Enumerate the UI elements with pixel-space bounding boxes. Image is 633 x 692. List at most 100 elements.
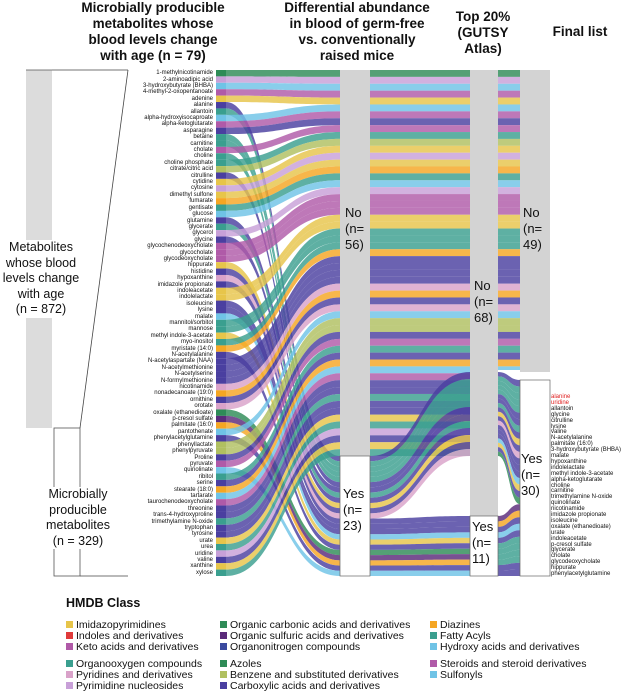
metabolite-label: pantothenate — [177, 428, 213, 435]
final-metabolite-label: indolelactate — [551, 464, 585, 471]
metabolite-swatch — [216, 358, 226, 365]
metabolite-label: alpha-hydroxyisocaproate — [144, 115, 213, 122]
legend-label: Pyrimidine nucleosides — [76, 680, 184, 692]
metabolite-swatch — [216, 249, 226, 256]
metabolite-swatch — [216, 537, 226, 544]
flow-band — [226, 428, 340, 557]
metabolite-label: imidazole propionate — [157, 281, 213, 288]
legend-swatch — [220, 660, 227, 667]
legend-swatch — [220, 671, 227, 678]
metabolite-swatch — [216, 569, 226, 576]
legend-item: Organic sulfuric acids and derivatives — [220, 631, 404, 642]
flow-band — [226, 283, 340, 391]
legend-item: Pyrimidine nucleosides — [66, 681, 183, 692]
metabolite-label: serine — [196, 480, 213, 487]
metabolite-label: nonadecanoate (19:0) — [154, 390, 213, 397]
metabolite-swatch — [216, 230, 226, 237]
metabolite-swatch — [216, 268, 226, 275]
flow-band — [226, 95, 340, 105]
legend-label: Organic carbonic acids and derivatives — [230, 619, 411, 631]
metabolite-swatch — [216, 191, 226, 199]
flow-band — [226, 380, 340, 512]
legend-label: Diazines — [440, 619, 481, 631]
metabolite-label: indoleacetate — [177, 287, 213, 294]
metabolite-label: 1-methylnicotinamide — [156, 70, 213, 77]
final-metabolite-label: carnitine — [551, 488, 574, 495]
metabolite-swatch — [216, 255, 226, 263]
legend-swatch — [66, 682, 73, 689]
metabolite-label: myo-inositol — [180, 339, 213, 346]
flow-band — [226, 449, 340, 576]
legend-item: Steroids and steroid derivatives — [430, 659, 587, 670]
metabolite-swatch — [216, 556, 226, 564]
final-metabolite-label: uridine — [551, 399, 570, 406]
metabolite-swatch — [216, 422, 226, 429]
label-microbially-producible: Microbially producible metabolites (n = … — [28, 487, 128, 549]
metabolite-swatch — [216, 274, 226, 282]
final-metabolite-label: N-acetylalanine — [551, 435, 593, 442]
metabolite-label: asparagine — [183, 127, 213, 134]
metabolite-label: trans-4-hydroxyproline — [153, 512, 213, 519]
metabolite-swatch — [216, 345, 226, 352]
metabolite-label: glycochenodeoxycholate — [147, 243, 213, 250]
flow-band — [226, 236, 340, 503]
metabolite-label: phenylpyruvate — [172, 448, 213, 455]
metabolite-label: tyrosine — [191, 531, 213, 538]
metabolite-swatch — [216, 339, 226, 346]
metabolite-swatch — [216, 223, 226, 231]
final-metabolite-label: 3-hydroxybutyrate (BHBA) — [551, 447, 622, 454]
flow-band — [226, 200, 340, 256]
final-metabolite-label: p-cresol sulfate — [551, 541, 592, 548]
final-metabolite-label: valine — [551, 429, 567, 436]
metabolite-label: uridine — [194, 550, 213, 557]
flow-band — [226, 207, 340, 263]
flow-band — [226, 407, 340, 538]
metabolite-swatch — [216, 166, 226, 173]
legend-label: Organonitrogen compounds — [230, 641, 361, 653]
metabolite-label: cholate — [193, 147, 213, 154]
metabolite-label: stearate (18:0) — [173, 486, 213, 493]
metabolite-label: nicotinamide — [179, 384, 213, 391]
metabolite-swatch — [216, 134, 226, 141]
metabolite-swatch — [216, 114, 226, 122]
flow-band — [226, 338, 340, 468]
legend-item: Pyridines and derivatives — [66, 670, 193, 681]
legend-label: Steroids and steroid derivatives — [440, 658, 587, 670]
legend-swatch — [220, 632, 227, 639]
legend-label: Benzene and substituted derivatives — [230, 669, 399, 681]
metabolite-label: myristate (14:0) — [171, 345, 213, 352]
final-metabolite-label: palmitate (16:0) — [551, 441, 593, 448]
flow-band — [226, 70, 340, 77]
metabolite-swatch — [216, 435, 226, 442]
metabolite-label: oxalate (ethanedioate) — [153, 409, 213, 416]
flow-band — [226, 145, 340, 186]
final-metabolite-label: isoleucine — [551, 517, 578, 524]
metabolite-label: phenyllactate — [177, 441, 213, 448]
legend-item: Hydroxy acids and derivatives — [430, 642, 579, 653]
node-top-yes — [469, 515, 499, 577]
legend-item: Keto acids and derivatives — [66, 642, 199, 653]
metabolite-swatch — [216, 479, 226, 487]
flow-band — [226, 132, 340, 167]
legend-item: Organonitrogen compounds — [220, 642, 360, 653]
final-metabolite-label: methyl indole-3-acetate — [551, 470, 614, 477]
flow-band — [226, 414, 340, 544]
legend-label: Sulfonyls — [440, 669, 483, 681]
final-metabolite-label: hippurate — [551, 565, 577, 572]
metabolite-swatch — [216, 82, 226, 90]
metabolite-swatch — [216, 563, 226, 570]
metabolite-swatch — [216, 300, 226, 307]
metabolite-label: cytosine — [190, 185, 213, 192]
node-label-top-no: No (n= 68) — [474, 278, 494, 325]
flow-band — [226, 76, 340, 84]
legend-swatch — [430, 643, 437, 650]
legend-title: HMDB Class — [66, 596, 141, 610]
metabolite-label: alpha-ketoglutarate — [161, 121, 213, 128]
metabolite-label: malate — [194, 313, 213, 320]
metabolite-label: quinolinate — [183, 467, 213, 474]
metabolite-swatch — [216, 178, 226, 186]
flow-band — [226, 104, 340, 122]
flow-band — [226, 118, 340, 135]
metabolite-label: alanine — [193, 102, 213, 109]
flow-band — [226, 221, 340, 301]
